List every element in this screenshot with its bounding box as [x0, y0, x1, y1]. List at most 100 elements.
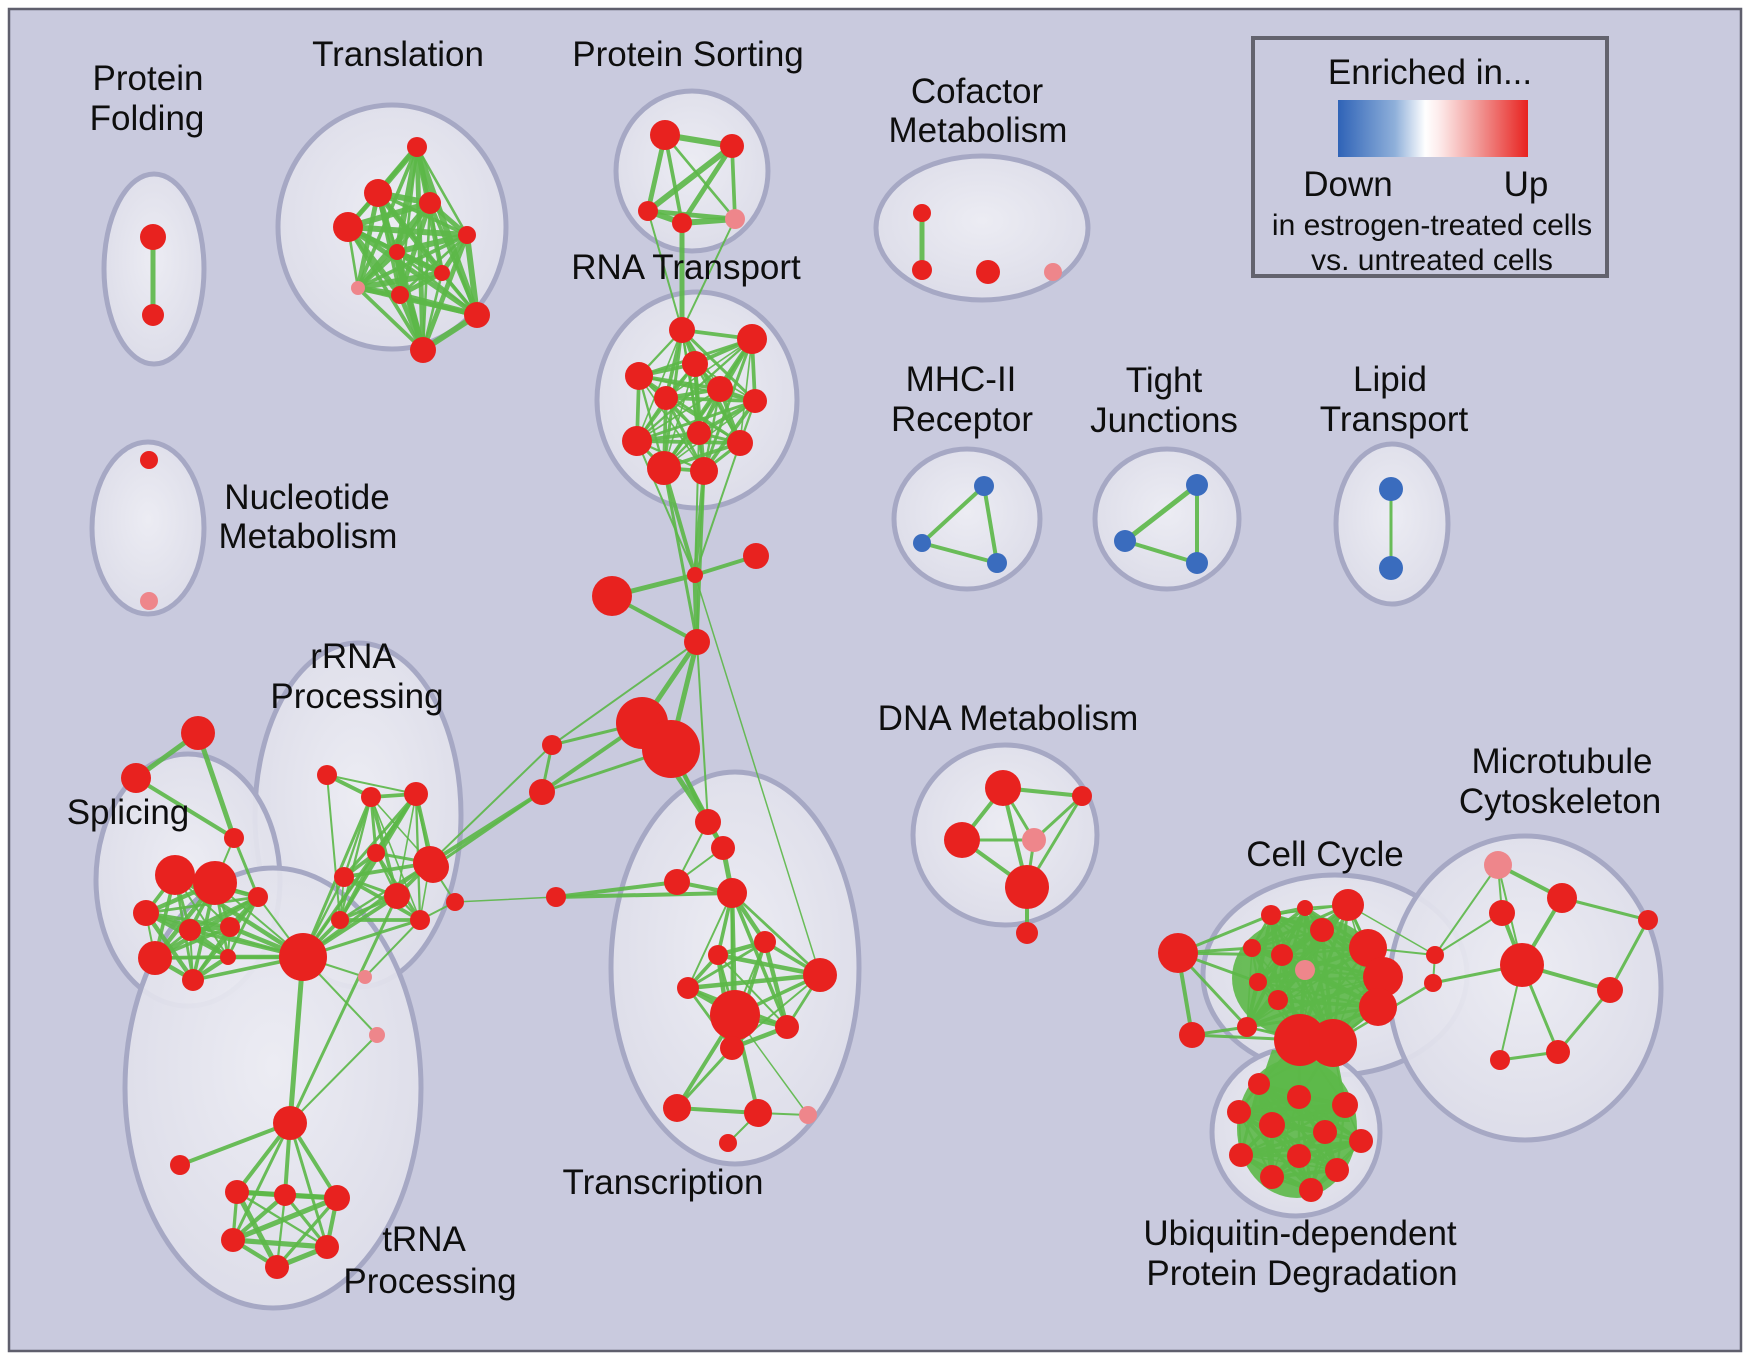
- enrichment-edge: [364, 919, 421, 978]
- gene-set-node-sc4: [179, 919, 201, 941]
- gene-set-node-cc9: [1237, 1017, 1257, 1037]
- enrichment-edge: [1246, 947, 1369, 1028]
- gene-set-node-rt9: [622, 426, 652, 456]
- enrichment-edge: [428, 201, 444, 275]
- cluster-label-lipid-2: Transport: [1320, 400, 1469, 439]
- cluster-label-splicing: Splicing: [67, 793, 190, 832]
- cluster-label-mhc-2: Receptor: [891, 400, 1033, 439]
- gene-set-node-tj3: [1186, 552, 1208, 574]
- cluster-label-rrna-1: rRNA: [310, 637, 396, 676]
- gene-set-node-cc8: [1249, 973, 1267, 991]
- enrichment-edge: [152, 894, 261, 961]
- cluster-label-cofactor-1: Cofactor: [911, 72, 1044, 111]
- gene-set-node-mc1: [1484, 851, 1512, 879]
- cluster-ellipse-nucleotide-metabolism: [89, 439, 207, 617]
- cluster-label-ubiquitin-2: Protein Degradation: [1146, 1254, 1457, 1293]
- gene-set-node-ps3: [638, 201, 658, 221]
- enrichment-edge: [645, 143, 735, 214]
- enrichment-edge: [1434, 864, 1499, 956]
- gene-set-node-rr8: [279, 933, 327, 981]
- enrichment-edge: [687, 892, 733, 989]
- gene-set-node-cc13: [1349, 929, 1387, 967]
- enrichment-edge: [356, 286, 425, 352]
- gene-set-node-mc10: [1490, 1050, 1510, 1070]
- gene-set-node-mh3: [987, 553, 1007, 573]
- gene-set-node-rr9: [358, 970, 372, 984]
- gene-set-node-ub4: [1332, 1092, 1358, 1118]
- gene-set-node-tr6: [389, 244, 405, 260]
- enrichment-edge: [355, 249, 400, 291]
- gene-set-node-tc8: [803, 958, 837, 992]
- enrichment-edge: [454, 896, 557, 903]
- gene-set-node-mc8: [1597, 977, 1623, 1003]
- enrichment-edge: [663, 133, 737, 221]
- gene-set-node-rr1: [317, 765, 337, 785]
- gene-set-node-dm4: [1022, 828, 1046, 852]
- gene-set-node-ch2: [743, 543, 769, 569]
- cluster-label-tight-1: Tight: [1126, 361, 1203, 400]
- cluster-ellipse-dna-metabolism: [910, 742, 1100, 928]
- enrichment-edge: [637, 374, 757, 403]
- cluster-label-translation: Translation: [312, 35, 484, 74]
- gene-set-node-sc8: [182, 969, 204, 991]
- gene-set-node-tn6: [315, 1235, 339, 1259]
- gene-set-node-br1: [542, 735, 562, 755]
- enrichment-edge: [345, 224, 470, 238]
- cluster-label-nucleotide-1: Nucleotide: [224, 478, 389, 517]
- gene-set-node-nm2: [140, 592, 158, 610]
- gene-set-node-lt2: [1379, 556, 1403, 580]
- enrichment-edge: [715, 952, 823, 978]
- legend-caption-line1: in estrogen-treated cells: [1272, 209, 1592, 242]
- enrichment-edge: [338, 795, 373, 922]
- enrichment-edge: [636, 440, 696, 576]
- gene-set-node-rr6: [413, 846, 447, 880]
- gene-set-node-tn1: [273, 1106, 307, 1140]
- gene-set-node-sc1: [155, 855, 195, 895]
- cluster-label-protein-sorting: Protein Sorting: [572, 35, 804, 74]
- enrichment-edge: [1269, 913, 1385, 979]
- enrichment-edge: [345, 224, 480, 318]
- cluster-label-transcription: Transcription: [563, 1163, 764, 1202]
- gene-set-node-br2: [529, 779, 555, 805]
- gene-set-node-rt3: [682, 351, 708, 377]
- gene-set-node-tn5: [221, 1228, 245, 1252]
- enrichment-edge: [1239, 1130, 1327, 1157]
- enrichment-edge: [1250, 906, 1307, 950]
- enrichment-edge: [1434, 912, 1503, 956]
- enrichment-edge: [1556, 988, 1612, 1054]
- gene-set-node-cc12: [1310, 918, 1334, 942]
- legend-box: [1251, 36, 1609, 278]
- gene-set-node-ub11: [1325, 1158, 1349, 1182]
- enrichment-edge: [1245, 1005, 1380, 1029]
- gene-set-node-tc6: [754, 931, 776, 953]
- gene-set-node-ps4: [672, 213, 692, 233]
- gene-set-node-bg2: [642, 720, 700, 778]
- gene-set-node-tj2: [1114, 530, 1136, 552]
- legend-caption-line2: vs. untreated cells: [1311, 244, 1553, 277]
- gene-set-node-tn3: [274, 1184, 296, 1206]
- cluster-label-lipid-1: Lipid: [1353, 360, 1427, 399]
- gene-set-node-ub10: [1260, 1165, 1284, 1189]
- gene-set-node-rt2: [737, 324, 767, 354]
- gene-set-node-tr7: [434, 265, 450, 281]
- gene-set-node-dm3: [1072, 786, 1092, 806]
- cluster-label-cofactor-2: Metabolism: [889, 111, 1068, 150]
- enrichment-edge: [635, 399, 757, 443]
- gene-set-node-rt4: [625, 362, 653, 390]
- gene-set-node-dm6: [1016, 922, 1038, 944]
- gene-set-node-rr4: [367, 844, 385, 862]
- gene-set-node-rt1: [669, 317, 695, 343]
- enrichment-edge: [647, 210, 683, 331]
- cluster-label-ubiquitin-1: Ubiquitin-dependent: [1143, 1214, 1457, 1253]
- enrichment-edge: [638, 375, 705, 472]
- gene-set-node-ub3: [1227, 1100, 1251, 1124]
- gene-set-node-tr8: [351, 281, 365, 295]
- legend-up-label: Up: [1504, 165, 1549, 204]
- legend-gradient-bar: [1338, 100, 1528, 157]
- legend-title: Enriched in...: [1328, 53, 1532, 92]
- enrichment-edge: [920, 484, 986, 545]
- cluster-label-protein-folding-2: Folding: [90, 99, 205, 138]
- enrichment-edge: [679, 143, 735, 226]
- gene-set-node-cc6: [1271, 944, 1293, 966]
